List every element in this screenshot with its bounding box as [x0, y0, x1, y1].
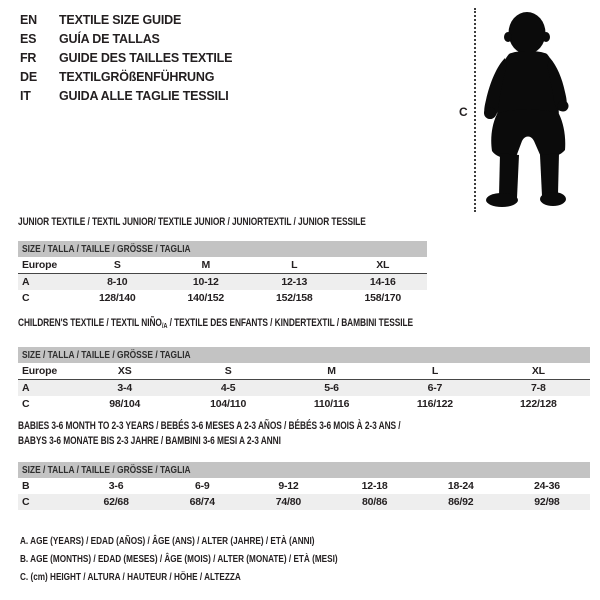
language-code: FR [20, 51, 37, 65]
language-code: DE [20, 70, 37, 84]
table-header-row: Europe S M L XL [18, 257, 427, 274]
language-row-de: DE TEXTILGRÖßENFÜHRUNG [20, 68, 232, 87]
language-code: IT [20, 89, 31, 103]
value-cell: 24-36 [534, 480, 560, 492]
value-cell: 3-4 [117, 381, 132, 394]
language-code: EN [20, 13, 37, 27]
row-label-c: C [22, 291, 30, 304]
value-cell: 14-16 [369, 275, 396, 288]
row-label-a: A [22, 275, 30, 288]
size-header-bar: SIZE / TALLA / TAILLE / GRÖSSE / TAGLIA [18, 347, 590, 363]
value-cell: 4-5 [220, 381, 236, 394]
size-col-header: L [291, 259, 298, 271]
size-col-header: XL [531, 365, 545, 377]
section-babies-textile: BABIES 3-6 MONTH TO 2-3 YEARS / BEBÉS 3-… [18, 419, 590, 510]
value-cell: 92/98 [534, 496, 560, 508]
size-header-text: SIZE / TALLA / TAILLE / GRÖSSE / TAGLIA [22, 349, 191, 361]
height-measure-label: C [459, 105, 468, 119]
row-label-c: C [22, 397, 30, 410]
value-cell: 158/170 [364, 291, 402, 304]
table-row-age: A 3-4 4-5 5-6 6-7 7-8 [18, 379, 590, 396]
size-col-header: M [201, 259, 211, 271]
section-children-textile: CHILDREN'S TEXTILE / TEXTIL NIÑO/A / TEX… [18, 317, 590, 412]
row-label-b: B [22, 480, 30, 492]
table-row-height: C 98/104 104/110 110/116 116/122 122/128 [18, 396, 590, 412]
value-cell: 74/80 [275, 496, 302, 508]
row-label-europe: Europe [22, 365, 57, 377]
language-row-fr: FR GUIDE DES TAILLES TEXTILE [20, 49, 232, 68]
title-rest: / TEXTILE DES ENFANTS / KINDERTEXTIL / B… [167, 317, 413, 329]
table-row-height: C 128/140 140/152 152/158 158/170 [18, 290, 427, 306]
value-cell: 62/68 [103, 496, 129, 508]
guide-title: GUÍA DE TALLAS [59, 32, 160, 46]
size-col-header: XL [376, 259, 390, 271]
row-label-a: A [22, 381, 30, 394]
size-header-bar: SIZE / TALLA / TAILLE / GRÖSSE / TAGLIA [18, 462, 590, 478]
value-cell: 104/110 [210, 397, 247, 410]
section-junior-textile: JUNIOR TEXTILE / TEXTIL JUNIOR/ TEXTILE … [18, 216, 427, 306]
size-header-bar: SIZE / TALLA / TAILLE / GRÖSSE / TAGLIA [18, 241, 427, 257]
value-cell: 5-6 [324, 381, 339, 394]
table-row-height: C 62/68 68/74 74/80 80/86 86/92 92/98 [18, 494, 590, 510]
value-cell: 98/104 [109, 397, 141, 410]
baby-silhouette-icon [484, 12, 569, 207]
section-title: JUNIOR TEXTILE / TEXTIL JUNIOR/ TEXTILE … [18, 216, 366, 228]
guide-title: TEXTILGRÖßENFÜHRUNG [59, 70, 215, 84]
language-row-en: EN TEXTILE SIZE GUIDE [20, 11, 232, 30]
value-cell: 10-12 [192, 275, 219, 288]
size-col-header: S [224, 365, 232, 377]
value-cell: 86/92 [448, 496, 474, 508]
section-title-line2: BABYS 3-6 MONATE BIS 2-3 JAHRE / BAMBINI… [18, 435, 281, 447]
table-row-age: A 8-10 10-12 12-13 14-16 [18, 273, 427, 290]
value-cell: 122/128 [520, 397, 557, 410]
value-cell: 110/116 [313, 397, 350, 410]
guide-title: GUIDE DES TAILLES TEXTILE [59, 51, 233, 65]
language-list: EN TEXTILE SIZE GUIDE ES GUÍA DE TALLAS … [20, 11, 232, 106]
section-title-line1: BABIES 3-6 MONTH TO 2-3 YEARS / BEBÉS 3-… [18, 420, 401, 432]
value-cell: 140/152 [187, 291, 225, 304]
section-title: CHILDREN'S TEXTILE / TEXTIL NIÑO/A / TEX… [18, 317, 453, 332]
value-cell: 3-6 [108, 480, 124, 492]
row-label-europe: Europe [22, 259, 57, 271]
language-row-it: IT GUIDA ALLE TAGLIE TESSILI [20, 87, 232, 106]
value-cell: 80/86 [361, 496, 388, 508]
value-cell: 6-7 [427, 381, 443, 394]
height-measure-dotted-line [474, 8, 476, 212]
footnote-b: B. AGE (MONTHS) / EDAD (MESES) / ÂGE (MO… [20, 553, 338, 565]
size-col-header: L [431, 365, 439, 377]
size-header-text: SIZE / TALLA / TAILLE / GRÖSSE / TAGLIA [22, 243, 191, 255]
table-row-months: B 3-6 6-9 9-12 12-18 18-24 24-36 [18, 478, 590, 494]
value-cell: 152/158 [275, 291, 313, 304]
value-cell: 68/74 [189, 496, 215, 508]
size-col-header: M [327, 365, 336, 377]
guide-title: GUIDA ALLE TAGLIE TESSILI [59, 89, 229, 103]
value-cell: 7-8 [531, 381, 546, 394]
row-label-c: C [22, 496, 30, 508]
value-cell: 12-18 [361, 480, 388, 492]
value-cell: 116/122 [416, 397, 453, 410]
footnote-a: A. AGE (YEARS) / EDAD (AÑOS) / ÂGE (ANS)… [20, 535, 315, 547]
size-col-header: XS [117, 365, 132, 377]
language-code: ES [20, 32, 37, 46]
title-main: CHILDREN'S TEXTILE / TEXTIL NIÑO [18, 317, 162, 329]
value-cell: 128/140 [98, 291, 136, 304]
size-col-header: S [113, 259, 121, 271]
language-row-es: ES GUÍA DE TALLAS [20, 30, 232, 49]
guide-title: TEXTILE SIZE GUIDE [59, 13, 182, 27]
value-cell: 9-12 [278, 480, 299, 492]
footnote-c: C. (cm) HEIGHT / ALTURA / HAUTEUR / HÖHE… [20, 571, 241, 583]
size-header-text: SIZE / TALLA / TAILLE / GRÖSSE / TAGLIA [22, 464, 191, 476]
value-cell: 12-13 [281, 275, 308, 288]
value-cell: 18-24 [447, 480, 474, 492]
footnotes: A. AGE (YEARS) / EDAD (AÑOS) / ÂGE (ANS)… [20, 532, 427, 586]
title-subscript: /A [161, 321, 168, 330]
value-cell: 6-9 [194, 480, 210, 492]
value-cell: 8-10 [107, 275, 128, 288]
table-header-row: Europe XS S M L XL [18, 363, 590, 380]
